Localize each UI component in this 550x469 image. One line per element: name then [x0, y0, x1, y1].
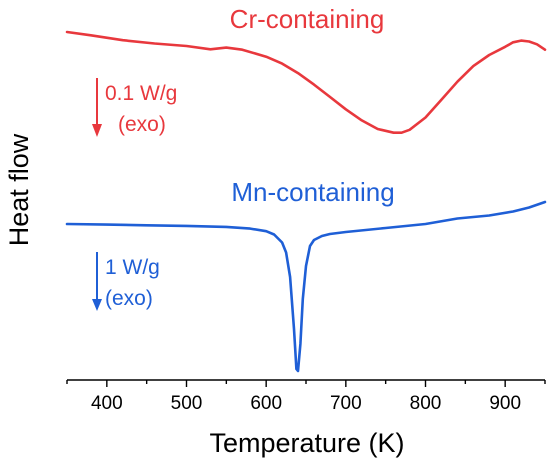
- x-tick-label-400: 400: [91, 393, 123, 414]
- series-line-mn: [65, 200, 547, 373]
- x-tick-label-600: 600: [250, 393, 282, 414]
- x-tick-label-800: 800: [410, 393, 442, 414]
- series-label-cr: Cr-containing: [230, 4, 385, 34]
- scale-label-cr: 0.1 W/g: [105, 82, 177, 105]
- x-tick-label-700: 700: [330, 393, 362, 414]
- x-axis-label: Temperature (K): [209, 428, 404, 458]
- scale-arrow-mn-head: [92, 299, 102, 311]
- series-line-cr: [65, 30, 547, 134]
- x-tick-label-500: 500: [171, 393, 203, 414]
- scale-bar-mn: 1 W/g (exo): [92, 252, 160, 311]
- exo-label-mn: (exo): [105, 287, 153, 310]
- curves-layer: [65, 30, 547, 373]
- scale-bar-cr: 0.1 W/g (exo): [92, 78, 177, 137]
- scale-label-mn: 1 W/g: [105, 256, 160, 279]
- exo-label-cr: (exo): [118, 113, 166, 136]
- x-tick-label-900: 900: [489, 393, 521, 414]
- scale-arrow-cr-head: [92, 124, 102, 137]
- y-axis-label: Heat flow: [4, 133, 34, 246]
- series-label-mn: Mn-containing: [231, 177, 394, 207]
- x-ticks: 400 500 600 700 800 900: [66, 380, 546, 414]
